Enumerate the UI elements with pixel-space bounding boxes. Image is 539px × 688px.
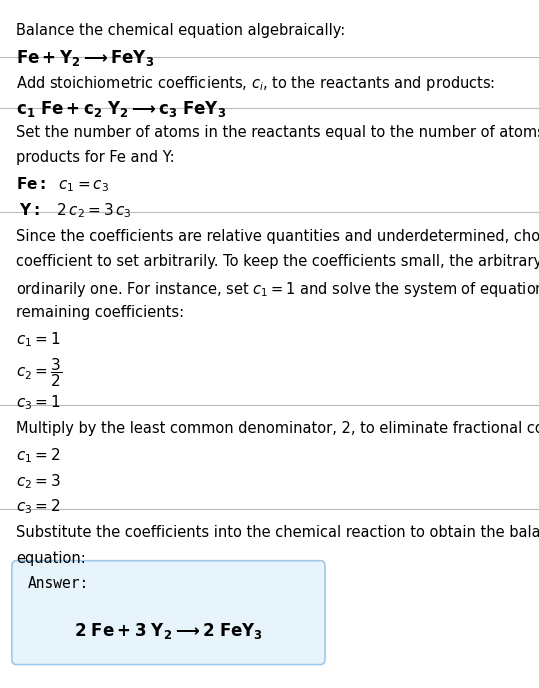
- Text: ordinarily one. For instance, set $c_1 = 1$ and solve the system of equations fo: ordinarily one. For instance, set $c_1 =…: [16, 280, 539, 299]
- Text: Since the coefficients are relative quantities and underdetermined, choose a: Since the coefficients are relative quan…: [16, 229, 539, 244]
- Text: products for Fe and Y:: products for Fe and Y:: [16, 150, 175, 165]
- Text: Set the number of atoms in the reactants equal to the number of atoms in the: Set the number of atoms in the reactants…: [16, 125, 539, 140]
- Text: $c_3 = 1$: $c_3 = 1$: [16, 393, 61, 412]
- Text: Answer:: Answer:: [28, 576, 89, 591]
- Text: $\mathbf{Fe:}$  $c_1 = c_3$: $\mathbf{Fe:}$ $c_1 = c_3$: [16, 175, 109, 194]
- FancyBboxPatch shape: [12, 561, 325, 665]
- Text: $c_1 = 2$: $c_1 = 2$: [16, 447, 61, 465]
- Text: Multiply by the least common denominator, 2, to eliminate fractional coefficient: Multiply by the least common denominator…: [16, 421, 539, 436]
- Text: $\mathbf{c_1\ Fe + c_2\ Y_2 \longrightarrow c_3\ FeY_3}$: $\mathbf{c_1\ Fe + c_2\ Y_2 \longrightar…: [16, 99, 226, 119]
- Text: Balance the chemical equation algebraically:: Balance the chemical equation algebraica…: [16, 23, 345, 38]
- Text: $c_3 = 2$: $c_3 = 2$: [16, 497, 61, 516]
- Text: Add stoichiometric coefficients, $c_i$, to the reactants and products:: Add stoichiometric coefficients, $c_i$, …: [16, 74, 495, 93]
- Text: equation:: equation:: [16, 551, 86, 566]
- Text: $c_2 = 3$: $c_2 = 3$: [16, 472, 61, 491]
- Text: $\mathbf{Y:}$   $2\,c_2 = 3\,c_3$: $\mathbf{Y:}$ $2\,c_2 = 3\,c_3$: [19, 201, 132, 219]
- Text: coefficient to set arbitrarily. To keep the coefficients small, the arbitrary va: coefficient to set arbitrarily. To keep …: [16, 255, 539, 270]
- Text: $c_1 = 1$: $c_1 = 1$: [16, 331, 61, 350]
- Text: $c_2 = \dfrac{3}{2}$: $c_2 = \dfrac{3}{2}$: [16, 356, 62, 389]
- Text: Substitute the coefficients into the chemical reaction to obtain the balanced: Substitute the coefficients into the che…: [16, 526, 539, 541]
- Text: $\mathbf{2\ Fe + 3\ Y_2 \longrightarrow 2\ FeY_3}$: $\mathbf{2\ Fe + 3\ Y_2 \longrightarrow …: [74, 621, 263, 641]
- Text: remaining coefficients:: remaining coefficients:: [16, 305, 184, 321]
- Text: $\mathbf{Fe + Y_2 \longrightarrow FeY_3}$: $\mathbf{Fe + Y_2 \longrightarrow FeY_3}…: [16, 48, 154, 68]
